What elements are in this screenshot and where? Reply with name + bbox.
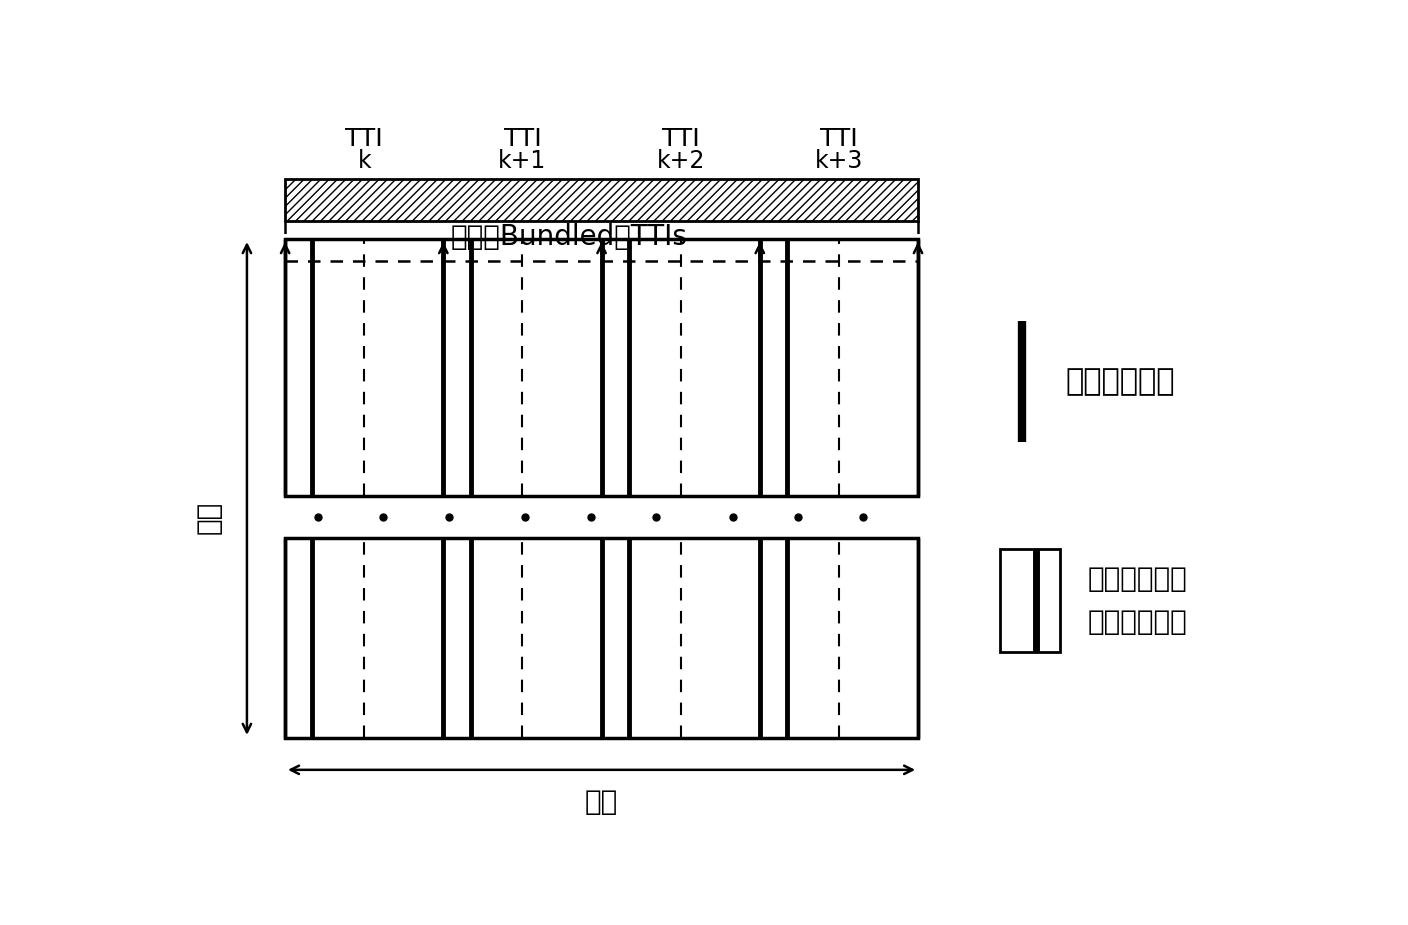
Text: k+3: k+3 xyxy=(815,149,863,173)
Text: 解调参考信号: 解调参考信号 xyxy=(1066,367,1174,396)
Text: 频域: 频域 xyxy=(194,500,222,534)
Text: TTI: TTI xyxy=(819,128,857,152)
Text: k+1: k+1 xyxy=(498,149,546,173)
Text: TTI: TTI xyxy=(504,128,541,152)
Text: TTI: TTI xyxy=(662,128,700,152)
Text: 时域: 时域 xyxy=(584,788,618,816)
Text: TTI: TTI xyxy=(345,128,383,152)
Text: 信号的资源块: 信号的资源块 xyxy=(1087,608,1187,636)
Text: k: k xyxy=(358,149,372,173)
Bar xyxy=(284,538,918,738)
Bar xyxy=(284,240,918,496)
Bar xyxy=(284,179,918,221)
Bar xyxy=(1000,549,1060,652)
Text: 包含解调参考: 包含解调参考 xyxy=(1087,565,1187,593)
Text: 绑定（Bundled）TTIs: 绑定（Bundled）TTIs xyxy=(451,224,687,252)
Text: k+2: k+2 xyxy=(656,149,705,173)
